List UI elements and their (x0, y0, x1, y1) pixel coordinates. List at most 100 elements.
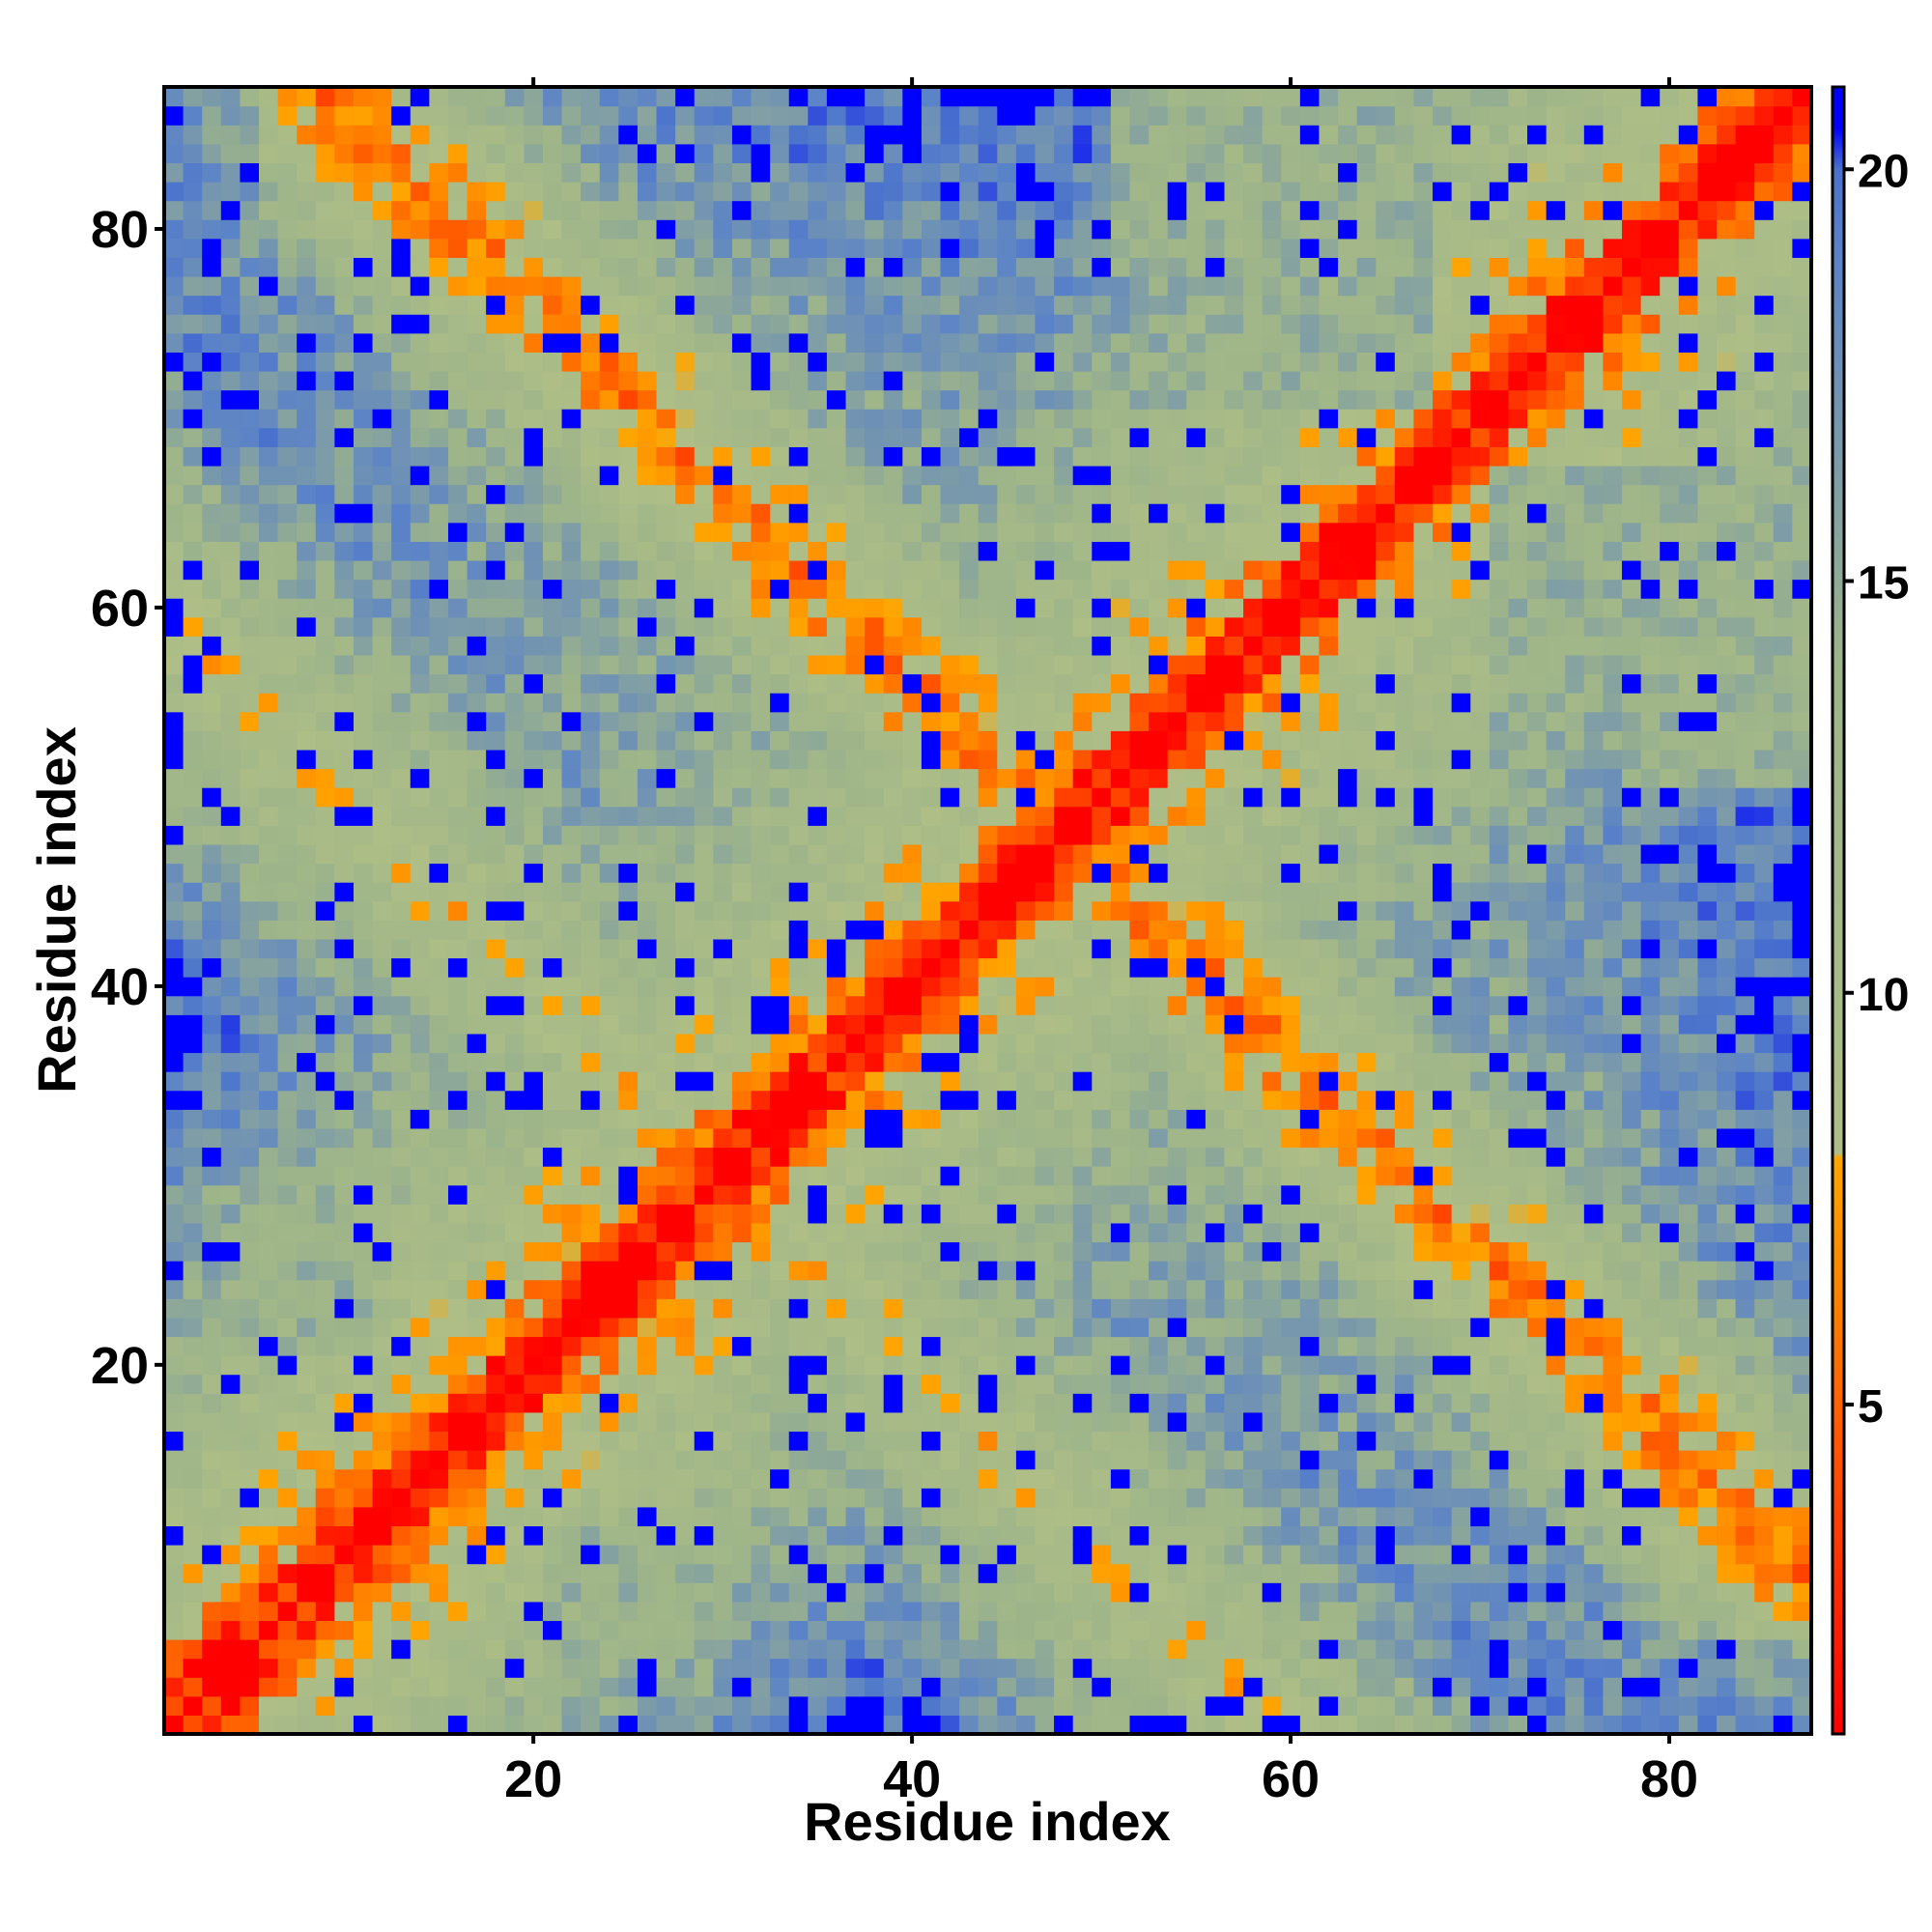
heatmap-cell (808, 295, 828, 315)
heatmap-cell (978, 105, 998, 126)
heatmap-cell (391, 1393, 412, 1413)
heatmap-cell (845, 1715, 866, 1735)
heatmap-cell (808, 1127, 828, 1149)
heatmap-cell (656, 541, 676, 561)
heatmap-cell (978, 693, 998, 713)
heatmap-cell (524, 1525, 544, 1546)
heatmap-cell (334, 693, 355, 713)
heatmap-cell (1167, 1204, 1187, 1224)
heatmap-cell (599, 1450, 619, 1470)
heatmap-cell (599, 1127, 619, 1149)
heatmap-cell (561, 711, 582, 731)
heatmap-cell (1243, 1545, 1264, 1565)
heatmap-cell (921, 219, 942, 240)
heatmap-cell (845, 1090, 866, 1110)
heatmap-cell (751, 200, 771, 220)
heatmap-cell (220, 938, 241, 959)
heatmap-cell (202, 579, 222, 599)
heatmap-cell (315, 465, 335, 486)
heatmap-cell (542, 938, 563, 959)
heatmap-cell (581, 1468, 601, 1489)
heatmap-cell (220, 598, 241, 618)
heatmap-cell (1129, 1468, 1150, 1489)
heatmap-cell (694, 579, 714, 599)
heatmap-cell (1186, 616, 1207, 637)
heatmap-cell (656, 162, 676, 183)
heatmap-cell (467, 579, 487, 599)
heatmap-cell (353, 1582, 374, 1603)
heatmap-cell (1186, 1033, 1207, 1054)
heatmap-cell (277, 427, 298, 447)
heatmap-cell (183, 693, 203, 713)
heatmap-cell (997, 806, 1017, 826)
heatmap-cell (731, 1563, 753, 1583)
heatmap-cell (504, 1052, 525, 1072)
heatmap-cell (1035, 598, 1055, 618)
heatmap-cell (447, 1166, 469, 1186)
heatmap-cell (372, 1166, 392, 1186)
heatmap-cell (542, 1658, 563, 1678)
heatmap-cell (713, 87, 733, 107)
heatmap-cell (1243, 1317, 1264, 1338)
heatmap-cell (1149, 1298, 1169, 1319)
heatmap-cell (297, 1658, 317, 1678)
heatmap-cell (1205, 1677, 1226, 1697)
heatmap-cell (353, 693, 374, 713)
heatmap-cell (751, 1166, 771, 1186)
heatmap-cell (297, 503, 317, 524)
heatmap-cell (883, 900, 903, 921)
heatmap-cell (865, 295, 885, 315)
heatmap-cell (447, 522, 469, 542)
heatmap-cell (845, 1506, 866, 1527)
heatmap-cell (1015, 1620, 1037, 1640)
heatmap-cell (297, 143, 317, 163)
heatmap-cell (504, 693, 525, 713)
heatmap-cell (826, 654, 847, 675)
heatmap-cell (1035, 1147, 1055, 1167)
heatmap-cell (164, 749, 185, 770)
heatmap-cell (202, 938, 222, 959)
heatmap-cell (656, 616, 676, 637)
heatmap-cell (1015, 900, 1037, 921)
heatmap-cell (845, 1639, 866, 1660)
heatmap-cell (940, 1222, 960, 1243)
heatmap-cell (372, 559, 392, 581)
heatmap-cell (1205, 125, 1226, 145)
heatmap-cell (429, 654, 449, 675)
heatmap-cell (240, 427, 260, 447)
heatmap-cell (1054, 1545, 1074, 1565)
heatmap-cell (315, 768, 335, 788)
heatmap-cell (694, 1431, 714, 1451)
heatmap-cell (1035, 1298, 1055, 1319)
heatmap-cell (940, 730, 960, 751)
heatmap-cell (447, 446, 469, 467)
heatmap-cell (486, 843, 506, 865)
heatmap-cell (751, 1204, 771, 1224)
heatmap-cell (581, 1071, 601, 1092)
heatmap-cell (1186, 1411, 1207, 1433)
heatmap-cell (731, 352, 753, 372)
heatmap-cell (353, 257, 374, 277)
heatmap-cell (713, 1639, 733, 1660)
heatmap-cell (978, 1488, 998, 1508)
heatmap-cell (978, 1355, 998, 1376)
heatmap-cell (258, 1677, 279, 1697)
heatmap-cell (826, 541, 847, 561)
heatmap-cell (183, 1033, 203, 1054)
heatmap-cell (713, 332, 733, 353)
heatmap-cell (599, 1639, 619, 1660)
heatmap-cell (183, 275, 203, 297)
heatmap-cell (410, 559, 430, 581)
heatmap-cell (865, 995, 885, 1015)
heatmap-cell (429, 541, 449, 561)
heatmap-cell (637, 1695, 658, 1716)
heatmap-cell (788, 1222, 809, 1243)
heatmap-cell (940, 1261, 960, 1281)
heatmap-cell (1092, 711, 1112, 731)
heatmap-cell (921, 1127, 942, 1149)
heatmap-cell (1035, 1204, 1055, 1224)
heatmap-cell (561, 1393, 582, 1413)
heatmap-cell (297, 957, 317, 978)
heatmap-cell (694, 314, 714, 334)
